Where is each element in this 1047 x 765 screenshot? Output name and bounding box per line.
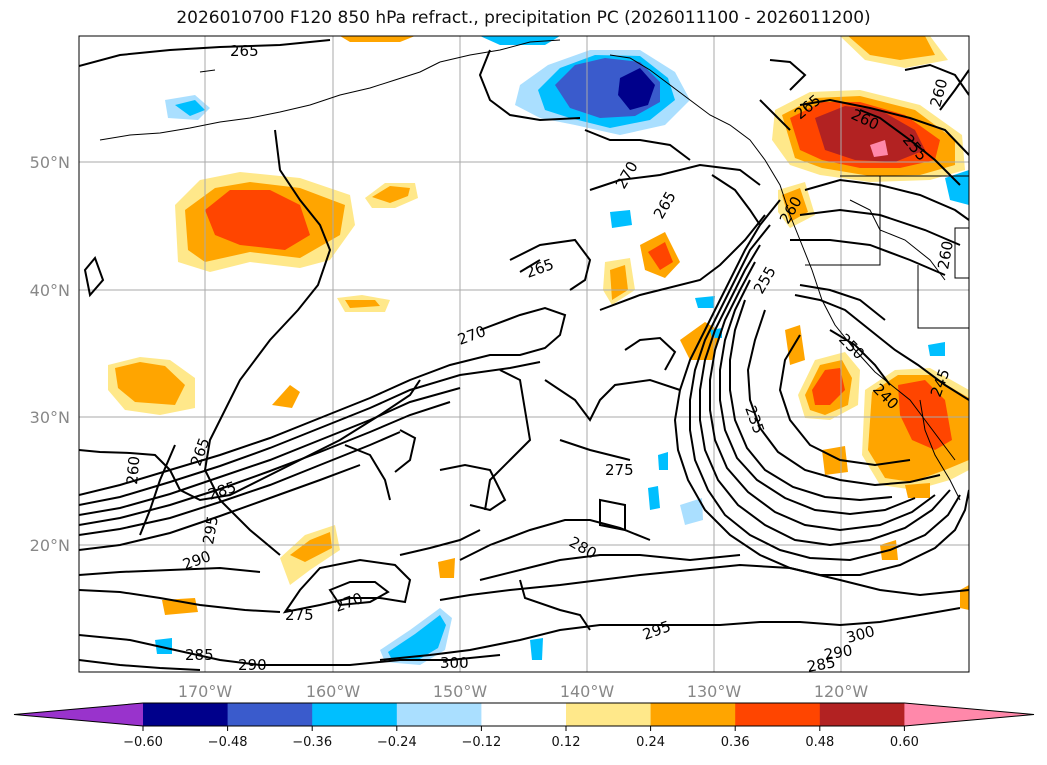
precip-blob [782, 188, 808, 222]
precip-blob [945, 170, 969, 205]
coastlines [99, 39, 969, 501]
precip-blob [905, 483, 930, 498]
precip-blob [438, 558, 455, 578]
colorbar-tick-label: 0.12 [552, 735, 581, 750]
lon-tick-label: 150°W [433, 682, 488, 701]
lat-tick-labels: 50°N 40°N 30°N 20°N [30, 153, 70, 555]
precip-blob [480, 36, 560, 45]
lon-tick-label: 130°W [687, 682, 742, 701]
precip-blob [272, 385, 300, 408]
colorbar-bin [143, 703, 229, 726]
contour-label: 275 [285, 606, 314, 624]
colorbar-tick-label: −0.12 [461, 735, 501, 750]
precip-blob [610, 265, 628, 300]
map-title: 2026010700 F120 850 hPa refract., precip… [176, 8, 871, 28]
colorbar-tick-label: 0.60 [890, 735, 919, 750]
lon-tick-label: 170°W [178, 682, 233, 701]
contour-label: 260 [934, 239, 957, 270]
precip-blob [610, 210, 632, 228]
plot-frame [78, 35, 970, 673]
colorbar-tick-label: −0.60 [123, 735, 163, 750]
lat-tick-label: 50°N [30, 153, 70, 172]
map-plot-area: 265 260 265 270 265 265 270 260 285 295 … [79, 36, 969, 676]
contour-label: 300 [440, 654, 469, 672]
lon-tick-labels: 170°W 160°W 150°W 140°W 130°W 120°W [178, 682, 869, 701]
precip-blob [648, 486, 660, 510]
contour-label: 290 [238, 656, 267, 674]
precip-blob [155, 638, 172, 654]
colorbar-tick-label: −0.24 [377, 735, 417, 750]
colorbar-bin [735, 703, 821, 726]
colorbar-bin [819, 703, 905, 726]
contour-label: 265 [230, 42, 259, 60]
colorbar-bin [566, 703, 652, 726]
contour-label: 260 [123, 455, 143, 485]
precip-blob [530, 638, 543, 660]
contour-label: 290 [823, 641, 854, 664]
colorbar-bin [650, 703, 736, 726]
colorbar-tick-label: −0.36 [292, 735, 332, 750]
colorbar-tick-label: 0.48 [805, 735, 834, 750]
lon-tick-label: 160°W [306, 682, 361, 701]
precip-blob [205, 190, 310, 250]
colorbar-bin [312, 703, 398, 726]
precip-blob [898, 380, 952, 450]
lat-tick-label: 30°N [30, 408, 70, 427]
colorbar-bin [396, 703, 482, 726]
refractivity-contours [79, 39, 969, 671]
precip-blob [340, 36, 415, 42]
colorbar-tick-label: −0.48 [208, 735, 248, 750]
grid-lines [79, 36, 969, 672]
colorbar-tick-label: 0.24 [636, 735, 665, 750]
precip-blob [812, 368, 845, 405]
lat-tick-label: 40°N [30, 281, 70, 300]
precip-blob [648, 242, 673, 270]
precip-shading [108, 36, 969, 665]
colorbar: −0.60 −0.48 −0.36 −0.24 −0.12 0.12 0.24 0.36 0.4… [13, 702, 1035, 750]
contour-label: 285 [185, 646, 214, 664]
lon-tick-label: 120°W [814, 682, 869, 701]
precip-blob [345, 300, 380, 308]
precip-blob [848, 36, 935, 60]
lat-tick-label: 20°N [30, 536, 70, 555]
contour-label: 275 [605, 461, 634, 479]
colorbar-tick-label: 0.36 [721, 735, 750, 750]
lon-tick-label: 140°W [560, 682, 615, 701]
colorbar-extend-min [14, 703, 143, 726]
precip-blob [175, 100, 205, 116]
precip-blob [290, 532, 332, 562]
precip-blob [815, 106, 925, 162]
colorbar-bin [481, 703, 567, 726]
colorbar-bin [227, 703, 313, 726]
contour-label: 295 [199, 514, 222, 545]
precip-blob [928, 342, 945, 356]
precip-blob [680, 498, 703, 525]
precip-blob [388, 615, 446, 660]
precip-blob [372, 186, 410, 203]
colorbar-extend-max [904, 703, 1034, 726]
precip-blob [618, 68, 655, 110]
precip-blob [870, 140, 888, 157]
precip-blob [115, 362, 185, 405]
precip-blob [695, 296, 715, 308]
precip-blob [658, 452, 668, 470]
contour-label: 285 [806, 653, 837, 676]
